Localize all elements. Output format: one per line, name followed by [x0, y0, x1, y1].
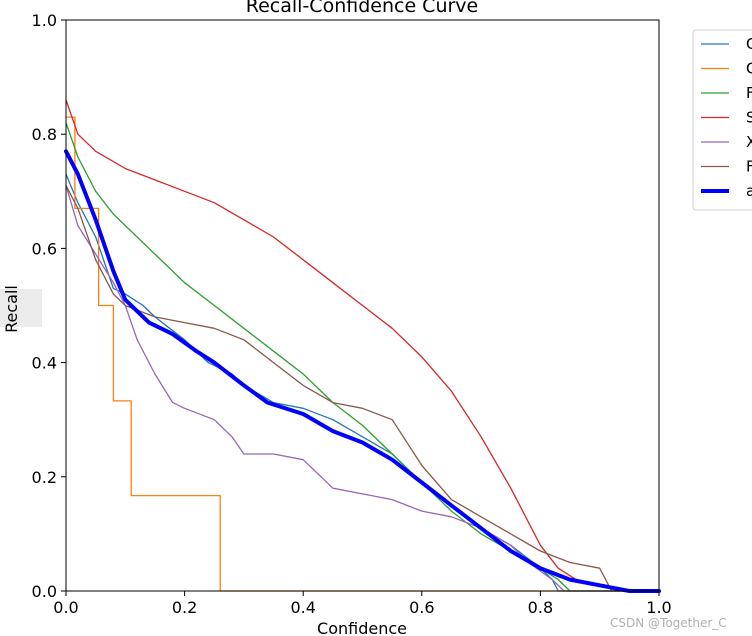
legend-label: F [746, 158, 752, 176]
plot-frame [65, 19, 660, 592]
x-axis-label: Confidence [317, 619, 407, 636]
x-tick-label: 0.4 [290, 598, 315, 617]
series-line-5 [65, 184, 660, 592]
x-tick-label: 0.0 [53, 598, 78, 617]
x-tick-label: 0.2 [172, 598, 197, 617]
series-line-3 [65, 99, 660, 592]
series-line-4 [65, 184, 660, 592]
y-tick-label: 0.4 [32, 354, 57, 373]
x-tick-label: 1.0 [646, 598, 671, 617]
watermark-text: CSDN @Together_C [610, 616, 727, 630]
legend-label: C [746, 35, 752, 53]
series-line-6 [64, 149, 661, 593]
series-group [64, 99, 661, 593]
legend-label: a [746, 182, 752, 200]
y-tick-label: 0.6 [32, 239, 57, 258]
legend-label: X [746, 133, 752, 151]
legend-label: C [746, 60, 752, 78]
ticks-group: 0.0 0.2 0.4 0.6 0.8 1.0 0.0 0.2 0.4 0.6 0.8 1.0 [32, 11, 672, 617]
series-line-2 [65, 122, 660, 592]
y-tick-label: 0.0 [32, 582, 57, 601]
x-tick-label: 0.8 [528, 598, 553, 617]
y-tick-label: 0.8 [32, 125, 57, 144]
y-axis-label: Recall [2, 285, 21, 333]
x-tick-label: 0.6 [409, 598, 434, 617]
ylabel-highlight [0, 289, 42, 327]
chart-title: Recall-Confidence Curve [246, 0, 478, 17]
legend-label: S [746, 109, 752, 127]
series-line-0 [65, 173, 660, 592]
legend-box [692, 29, 752, 211]
legend-label: F [746, 84, 752, 102]
series-line-1 [65, 116, 660, 592]
y-tick-label: 0.2 [32, 468, 57, 487]
y-tick-label: 1.0 [32, 11, 57, 30]
